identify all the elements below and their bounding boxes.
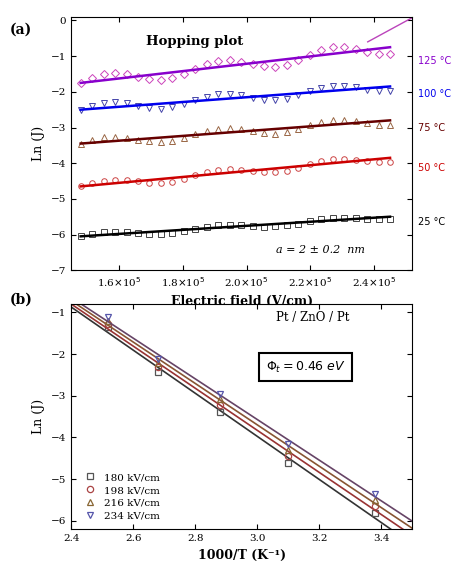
Text: 125 °C: 125 °C xyxy=(418,56,451,66)
X-axis label: Electric field (V/cm): Electric field (V/cm) xyxy=(171,294,313,307)
Text: Hopping plot: Hopping plot xyxy=(146,35,244,48)
Text: 25 °C: 25 °C xyxy=(418,217,445,227)
Y-axis label: Ln (J): Ln (J) xyxy=(32,126,46,161)
Text: a = 2 ± 0.2  nm: a = 2 ± 0.2 nm xyxy=(276,244,365,254)
Legend: 180 kV/cm, 198 kV/cm, 216 kV/cm, 234 kV/cm: 180 kV/cm, 198 kV/cm, 216 kV/cm, 234 kV/… xyxy=(76,470,164,524)
Text: $\Phi_t = 0.46\ eV$: $\Phi_t = 0.46\ eV$ xyxy=(265,360,346,374)
Text: Pt / ZnO / Pt: Pt / ZnO / Pt xyxy=(276,311,349,324)
Text: 50 °C: 50 °C xyxy=(418,163,445,173)
X-axis label: 1000/T (K⁻¹): 1000/T (K⁻¹) xyxy=(198,548,286,562)
Text: (b): (b) xyxy=(9,293,32,307)
Text: 100 °C: 100 °C xyxy=(418,89,451,99)
Text: 75 °C: 75 °C xyxy=(418,123,445,133)
Y-axis label: Ln (J): Ln (J) xyxy=(32,399,46,434)
Text: (a): (a) xyxy=(9,23,32,37)
